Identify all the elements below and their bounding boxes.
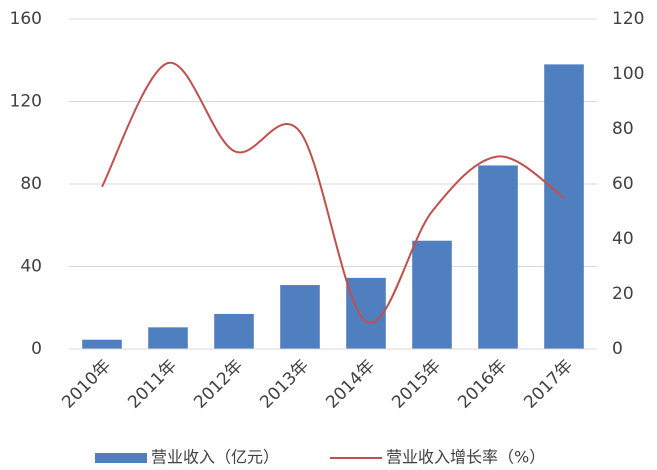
bar <box>346 277 386 349</box>
bar <box>544 64 584 349</box>
y-tick-label: 80 <box>20 174 42 194</box>
x-tick-label: 2015年 <box>388 356 445 413</box>
x-tick-label: 2016年 <box>454 356 511 413</box>
legend-label: 营业收入（亿元） <box>151 448 279 467</box>
bar <box>82 339 122 349</box>
x-tick-label: 2011年 <box>124 356 181 413</box>
bar <box>412 240 452 349</box>
y2-tick-label: 120 <box>612 9 644 29</box>
y-tick-label: 0 <box>31 339 42 359</box>
legend-label: 营业收入增长率（%） <box>386 448 545 467</box>
y2-tick-label: 60 <box>612 174 634 194</box>
y-tick-label: 120 <box>10 92 42 112</box>
y-tick-label: 160 <box>10 9 42 29</box>
y2-tick-label: 0 <box>612 339 623 359</box>
x-tick-label: 2012年 <box>190 356 247 413</box>
line <box>101 61 565 324</box>
y-tick-label: 40 <box>20 257 42 277</box>
x-tick-label: 2010年 <box>58 356 115 413</box>
bar <box>148 327 188 349</box>
y2-tick-label: 100 <box>612 64 644 84</box>
bar <box>214 313 254 349</box>
y2-tick-label: 80 <box>612 119 634 139</box>
bar <box>280 285 320 349</box>
x-tick-label: 2017年 <box>520 356 577 413</box>
legend-swatch <box>95 453 147 463</box>
y2-tick-label: 40 <box>612 229 634 249</box>
x-tick-label: 2014年 <box>322 356 379 413</box>
y2-tick-label: 20 <box>612 284 634 304</box>
x-tick-label: 2013年 <box>256 356 313 413</box>
bar <box>478 165 518 349</box>
